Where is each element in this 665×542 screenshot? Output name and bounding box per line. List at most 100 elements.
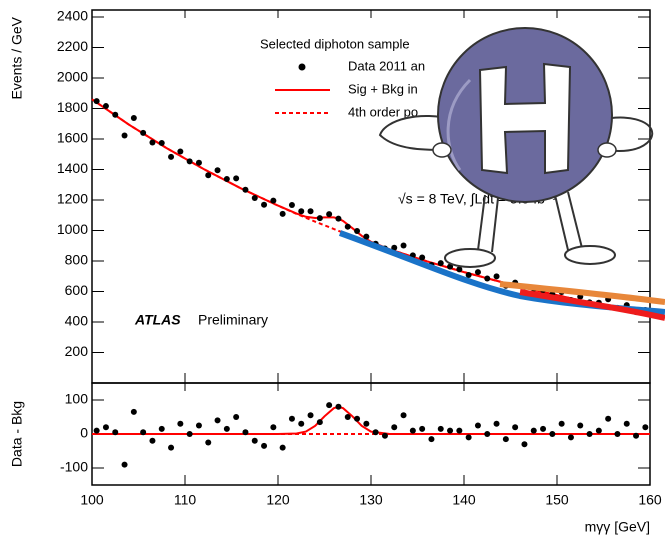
data-point [177,420,184,427]
data-point [474,269,481,276]
y-tick-label: 200 [65,343,89,359]
data-point [605,415,612,422]
data-point [307,208,314,215]
cartoon-legs [477,191,583,253]
data-point [140,429,147,436]
cartoon-hand [597,142,617,158]
data-point [409,427,416,434]
data-point [242,429,249,436]
legend-label: Data 2011 an [348,58,425,73]
data-point [493,420,500,427]
y-tick-label: 1200 [57,191,88,207]
x-tick-label: 160 [638,492,662,508]
data-point [223,425,230,432]
data-point [419,254,426,261]
data-point [633,432,640,439]
data-point [233,175,240,182]
data-point [288,202,295,209]
data-point [354,227,361,234]
x-tick-label: 150 [545,492,569,508]
data-point [298,208,305,215]
x-tick-label: 100 [80,492,104,508]
data-point [279,444,286,451]
cartoon-shine [446,78,472,171]
data-point [186,158,193,165]
data-point [149,437,156,444]
drawn-curve [338,230,665,315]
data-point [270,197,277,204]
data-point [121,132,128,139]
y-tick-label: 1000 [57,221,88,237]
annotation: ATLAS [134,312,181,328]
data-point [428,436,435,443]
cartoon-foot [564,245,616,265]
data-point [623,420,630,427]
data-point [381,432,388,439]
data-point [558,420,565,427]
data-point [149,139,156,146]
data-point [493,273,500,280]
data-point [112,429,119,436]
data-point [512,424,519,431]
data-point [326,211,333,218]
data-point [363,233,370,240]
data-point [288,415,295,422]
cartoon-overlay [338,27,665,321]
data-point [177,148,184,155]
data-point [344,414,351,420]
data-point [214,417,221,424]
y-tick-label: 1600 [57,130,88,146]
data-point [400,412,407,419]
data-point [595,427,602,434]
x-tick-label: 140 [452,492,476,508]
data-point [474,422,481,429]
data-point [205,439,212,446]
data-point [279,210,286,217]
y-tick-label: 800 [65,252,89,268]
x-tick-label: 130 [359,492,383,508]
data-point [316,215,323,222]
y-tick-label: 400 [65,313,89,329]
data-point [577,422,584,429]
data-point [93,98,100,105]
y-tick-label: 2200 [57,38,88,54]
data-point [530,427,537,434]
data-point [335,403,342,410]
data-point [298,420,305,427]
data-point [642,424,649,431]
data-point [158,425,165,432]
data-point [102,424,109,431]
data-point [456,427,463,434]
data-point [195,422,202,429]
data-point [270,424,277,431]
drawn-curve [499,281,665,305]
data-point [354,415,361,422]
data-point [233,414,240,420]
data-point [437,425,444,432]
y-tick-label: 0 [80,425,88,441]
annotation: Selected diphoton sample [260,36,410,51]
data-point [186,431,193,437]
data-point [586,431,593,437]
data-point [484,431,491,437]
y-tick-label: 1400 [57,160,88,176]
data-point [261,442,268,449]
cartoon-arm [599,116,653,152]
data-point [130,114,137,121]
y-tick-label: 100 [65,391,89,407]
cartoon-letter [478,62,572,175]
data-point [614,431,621,437]
data-point [391,244,398,251]
fit-line [92,405,650,435]
data-point [140,129,147,136]
data-point [102,103,109,110]
data-point [112,111,119,118]
data-point [326,402,333,409]
cartoon-hand [432,142,452,158]
data-point [130,408,137,415]
y-tick-label: 600 [65,282,89,298]
data-point [242,186,249,193]
data-point [502,436,509,443]
